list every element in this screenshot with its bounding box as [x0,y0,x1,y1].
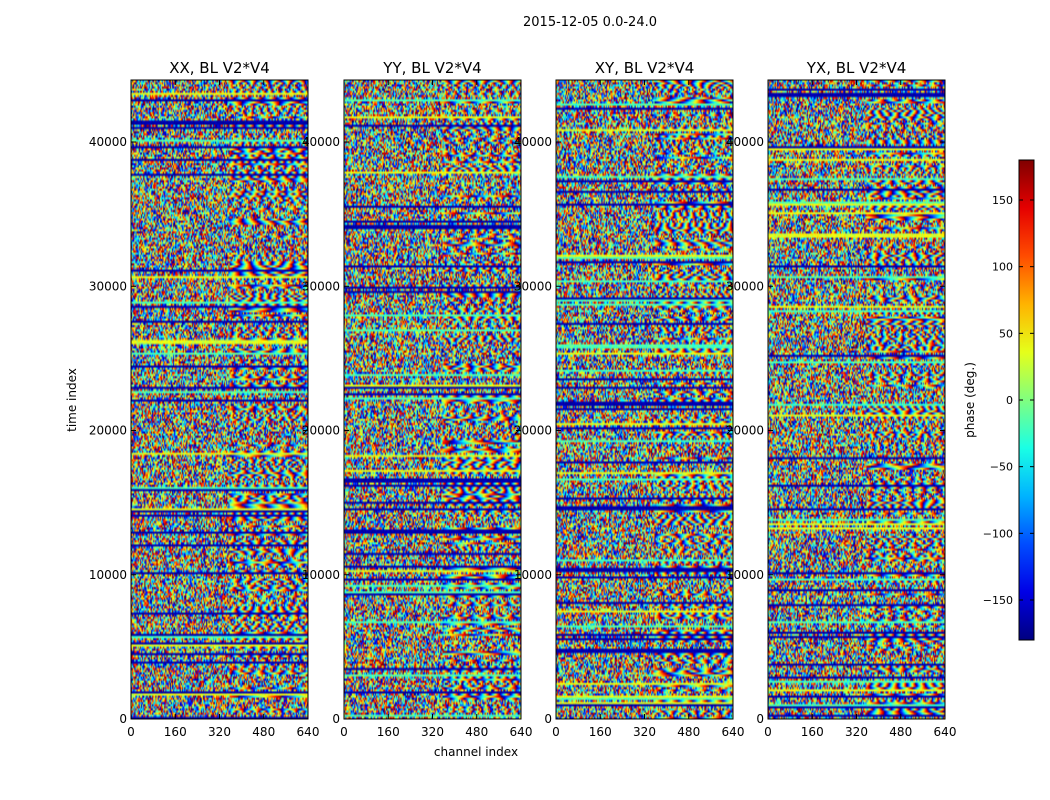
y-tick-label: 10000 [726,568,764,582]
y-tick-label: 40000 [514,135,552,149]
x-tick-label: 480 [465,725,488,739]
y-tick-label: 0 [756,712,764,726]
y-tick-label: 30000 [302,279,340,293]
x-tick-label: 640 [297,725,320,739]
y-tick-label: 10000 [89,568,127,582]
colorbar-tick-label: −50 [990,461,1013,474]
y-axis-label: time index [65,368,79,432]
x-tick-label: 160 [164,725,187,739]
x-tick-label: 320 [208,725,231,739]
heatmap-yy [344,80,521,719]
y-tick-label: 30000 [726,279,764,293]
x-tick-label: 0 [127,725,135,739]
panel-title: XX, BL V2*V4 [169,59,270,77]
y-tick-label: 40000 [302,135,340,149]
x-tick-label: 0 [340,725,348,739]
panel-title: YX, BL V2*V4 [806,59,907,77]
y-tick-label: 20000 [302,424,340,438]
panel-xy: XY, BL V2*V4 0 160 320 480 640 0 10000 20000 3000… [514,59,745,739]
figure-title: 2015-12-05 0.0-24.0 [523,15,657,30]
panel-title: XY, BL V2*V4 [595,59,695,77]
y-tick-label: 0 [119,712,127,726]
x-tick-label: 480 [677,725,700,739]
y-tick-label: 30000 [89,279,127,293]
x-tick-label: 160 [377,725,400,739]
y-tick-label: 10000 [514,568,552,582]
heatmap-panels: XX, BL V2*V4 0 160 320 480 640 0 10000 20000 3000… [89,59,957,739]
x-tick-label: 320 [845,725,868,739]
heatmap-xx [131,80,308,719]
y-tick-label: 30000 [514,279,552,293]
x-axis-label: channel index [434,745,518,759]
heatmap-xy [556,80,733,719]
x-tick-label: 0 [764,725,772,739]
y-tick-label: 40000 [89,135,127,149]
x-tick-label: 320 [421,725,444,739]
panel-title: YY, BL V2*V4 [382,59,481,77]
x-tick-label: 320 [633,725,656,739]
colorbar-tick-label: −150 [983,594,1013,607]
x-tick-label: 480 [252,725,275,739]
panel-yx: YX, BL V2*V4 0 160 320 480 640 0 10000 20000 3000… [726,59,957,739]
panel-yy: YY, BL V2*V4 0 160 320 480 640 0 10000 20000 3000… [302,59,533,739]
y-tick-label: 0 [544,712,552,726]
heatmap-yx [768,80,945,719]
x-tick-label: 160 [801,725,824,739]
x-tick-label: 640 [510,725,533,739]
panel-xx: XX, BL V2*V4 0 160 320 480 640 0 10000 20000 3000… [89,59,320,739]
colorbar-label: phase (deg.) [963,362,977,438]
colorbar: 150 100 50 0 −50 −100 −150 [983,159,1035,641]
y-tick-label: 40000 [726,135,764,149]
colorbar-tick-label: 0 [1006,394,1013,407]
y-tick-label: 10000 [302,568,340,582]
colorbar-tick-label: 50 [999,327,1013,340]
y-tick-label: 20000 [726,424,764,438]
colorbar-tick-label: 100 [992,261,1013,274]
x-tick-label: 160 [589,725,612,739]
x-tick-label: 0 [552,725,560,739]
x-tick-label: 480 [889,725,912,739]
x-tick-label: 640 [722,725,745,739]
y-tick-label: 0 [332,712,340,726]
x-tick-label: 640 [934,725,957,739]
colorbar-tick-label: −100 [983,527,1013,540]
colorbar-tick-label: 150 [992,194,1013,207]
y-tick-label: 20000 [514,424,552,438]
y-tick-label: 20000 [89,424,127,438]
